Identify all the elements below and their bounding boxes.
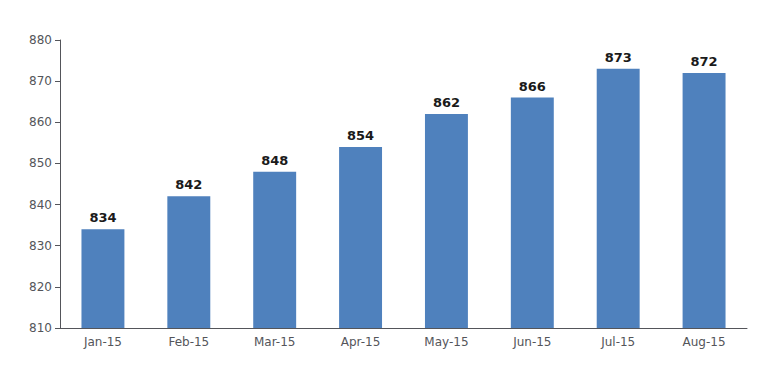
- svg-text:Apr-15: Apr-15: [341, 335, 381, 349]
- svg-text:840: 840: [29, 198, 52, 212]
- svg-text:Jul-15: Jul-15: [600, 335, 635, 349]
- svg-text:Jun-15: Jun-15: [512, 335, 551, 349]
- svg-text:880: 880: [29, 33, 52, 47]
- svg-text:810: 810: [29, 321, 52, 335]
- svg-text:842: 842: [175, 177, 202, 192]
- svg-text:848: 848: [261, 153, 288, 168]
- svg-text:854: 854: [347, 128, 374, 143]
- svg-text:850: 850: [29, 156, 52, 170]
- svg-text:834: 834: [89, 210, 116, 225]
- svg-text:862: 862: [433, 95, 460, 110]
- svg-text:872: 872: [690, 54, 717, 69]
- svg-text:860: 860: [29, 115, 52, 129]
- svg-text:866: 866: [519, 79, 546, 94]
- svg-text:Aug-15: Aug-15: [683, 335, 726, 349]
- svg-text:Mar-15: Mar-15: [254, 335, 295, 349]
- svg-text:Feb-15: Feb-15: [168, 335, 209, 349]
- svg-text:873: 873: [605, 50, 632, 65]
- svg-text:820: 820: [29, 280, 52, 294]
- svg-text:830: 830: [29, 239, 52, 253]
- svg-text:May-15: May-15: [424, 335, 468, 349]
- svg-text:Jan-15: Jan-15: [83, 335, 122, 349]
- svg-text:870: 870: [29, 74, 52, 88]
